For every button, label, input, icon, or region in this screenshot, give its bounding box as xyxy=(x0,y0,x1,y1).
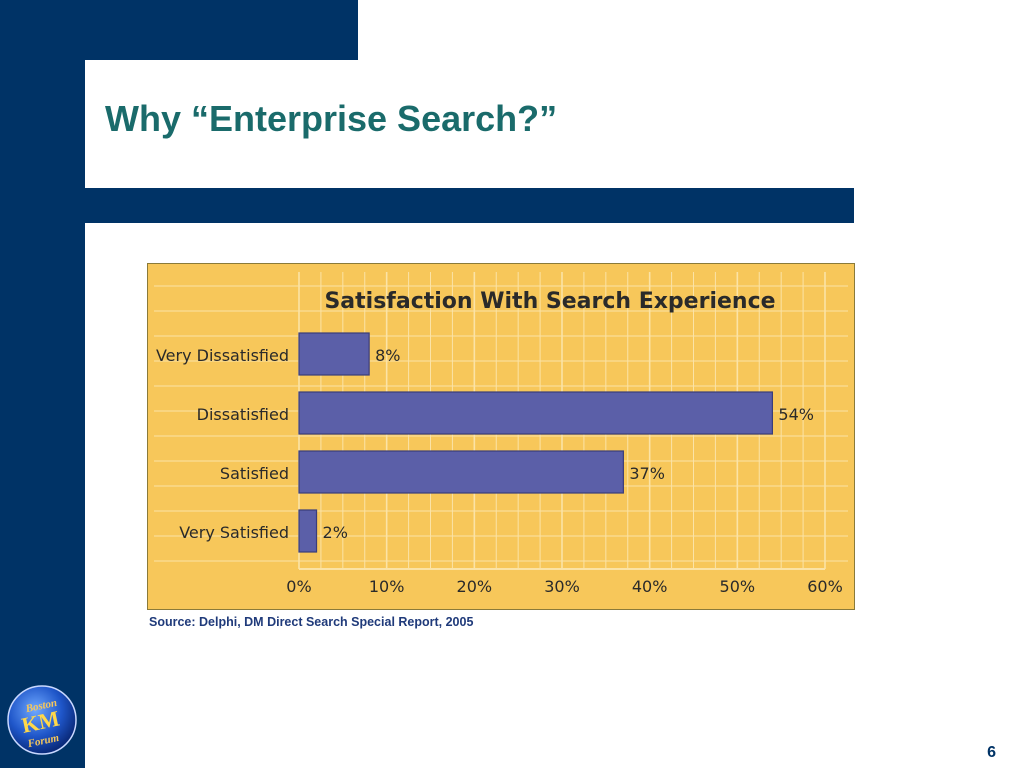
boston-km-forum-logo: Boston KM Forum xyxy=(7,685,77,755)
page-number: 6 xyxy=(987,744,996,761)
bar xyxy=(298,332,370,376)
x-tick-label: 10% xyxy=(369,577,405,596)
x-tick-label: 50% xyxy=(720,577,756,596)
x-tick-label: 0% xyxy=(286,577,311,596)
category-label: Very Satisfied xyxy=(179,523,289,542)
data-label: 2% xyxy=(323,523,348,542)
data-label: 54% xyxy=(778,405,814,424)
bar xyxy=(298,391,773,435)
left-navy-bar xyxy=(0,0,85,768)
chart-frame: Satisfaction With Search Experience Very … xyxy=(147,263,855,610)
top-navy-block xyxy=(0,0,358,60)
bar xyxy=(298,509,318,553)
x-tick-label: 40% xyxy=(632,577,668,596)
slide-title: Why “Enterprise Search?” xyxy=(105,98,558,139)
category-label: Very Dissatisfied xyxy=(156,346,289,365)
x-tick-label: 60% xyxy=(807,577,843,596)
x-tick-label: 30% xyxy=(544,577,580,596)
data-label: 8% xyxy=(375,346,400,365)
source-note: Source: Delphi, DM Direct Search Special… xyxy=(149,615,474,629)
title-underline-stripe xyxy=(85,188,854,223)
chart-title: Satisfaction With Search Experience xyxy=(324,289,775,314)
bar xyxy=(298,450,624,494)
bar-chart: Satisfaction With Search Experience Very … xyxy=(154,272,848,596)
category-label: Dissatisfied xyxy=(197,405,289,424)
category-label: Satisfied xyxy=(220,464,289,483)
data-label: 37% xyxy=(629,464,665,483)
title-panel xyxy=(85,60,1024,190)
x-tick-label: 20% xyxy=(457,577,493,596)
